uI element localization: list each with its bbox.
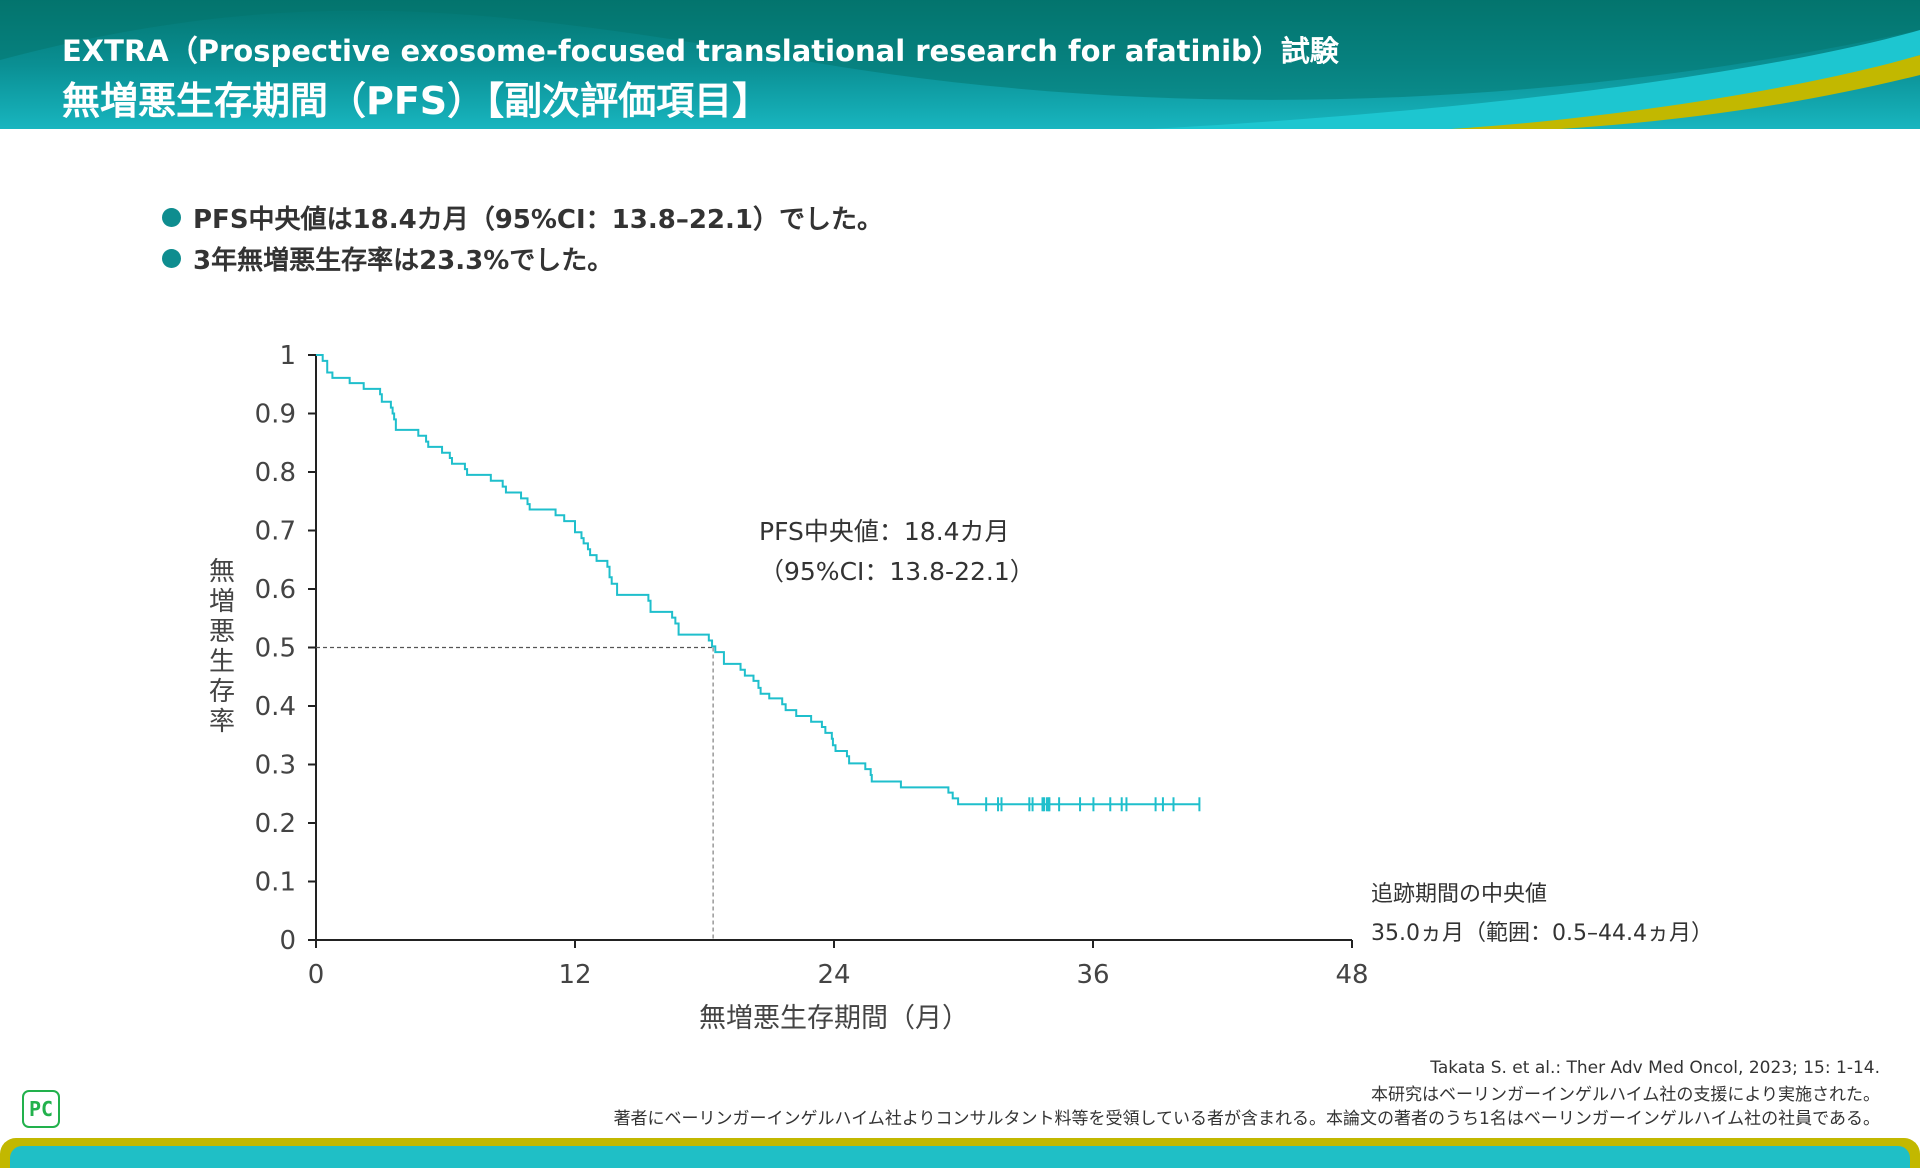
y-tick-label: 0.7 — [255, 517, 296, 547]
median-annotation: PFS中央値：18.4カ月 — [759, 517, 1010, 546]
header-subtitle: 無増悪生存期間（PFS）【副次評価項目】 — [62, 79, 771, 123]
bullet-item: PFS中央値は18.4カ月（95%CI：13.8–22.1）でした。 — [162, 199, 883, 236]
bullet-text: 3年無増悪生存率は23.3%でした。 — [193, 246, 614, 276]
bullet-item: 3年無増悪生存率は23.3%でした。 — [162, 240, 613, 277]
footer-band — [0, 1138, 1920, 1168]
y-tick-label: 1 — [279, 341, 296, 371]
y-tick-label: 0.5 — [255, 634, 296, 664]
pc-logo: PC — [22, 1090, 60, 1128]
y-axis-label-char: 生 — [209, 647, 235, 677]
x-axis-label: 無増悪生存期間（月） — [699, 1003, 969, 1034]
x-tick-label: 36 — [1076, 960, 1109, 990]
y-axis-label-char: 存 — [209, 677, 235, 707]
y-tick-label: 0.9 — [255, 400, 296, 430]
bullet-dot-icon — [162, 208, 181, 227]
median-ci-annotation: （95%CI：13.8-22.1） — [759, 557, 1035, 586]
header-wave-decoration — [0, 0, 1920, 129]
x-tick-label: 48 — [1335, 960, 1368, 990]
followup-value: 35.0ヵ月（範囲：0.5–44.4ヵ月） — [1371, 921, 1713, 946]
y-axis-label-char: 悪 — [209, 617, 235, 647]
bullet-text: PFS中央値は18.4カ月（95%CI：13.8–22.1）でした。 — [193, 205, 883, 235]
x-tick-label: 0 — [308, 960, 325, 990]
y-tick-label: 0.1 — [255, 868, 296, 898]
x-tick-label: 12 — [558, 960, 591, 990]
header-banner: EXTRA（Prospective exosome-focused transl… — [0, 0, 1920, 129]
y-tick-label: 0.6 — [255, 575, 296, 605]
citation: Takata S. et al.: Ther Adv Med Oncol, 20… — [1430, 1058, 1880, 1078]
y-tick-label: 0.4 — [255, 692, 296, 722]
y-axis-label-char: 無 — [209, 557, 235, 587]
bullet-dot-icon — [162, 249, 181, 268]
x-tick-label: 24 — [817, 960, 850, 990]
survival-curve — [316, 354, 1200, 806]
y-tick-label: 0 — [279, 926, 296, 956]
y-tick-label: 0.3 — [255, 751, 296, 781]
support-note: 本研究はベーリンガーインゲルハイム社の支援により実施された。 — [1371, 1085, 1880, 1105]
y-axis-label-char: 増 — [209, 587, 235, 617]
y-tick-label: 0.8 — [255, 458, 296, 488]
coi-note: 著者にベーリンガーインゲルハイム社よりコンサルタント料等を受領している者が含まれ… — [613, 1109, 1880, 1129]
header-title: EXTRA（Prospective exosome-focused transl… — [62, 34, 1339, 68]
followup-label: 追跡期間の中央値 — [1371, 882, 1548, 907]
y-tick-label: 0.2 — [255, 809, 296, 839]
y-axis-label-char: 率 — [209, 707, 235, 737]
